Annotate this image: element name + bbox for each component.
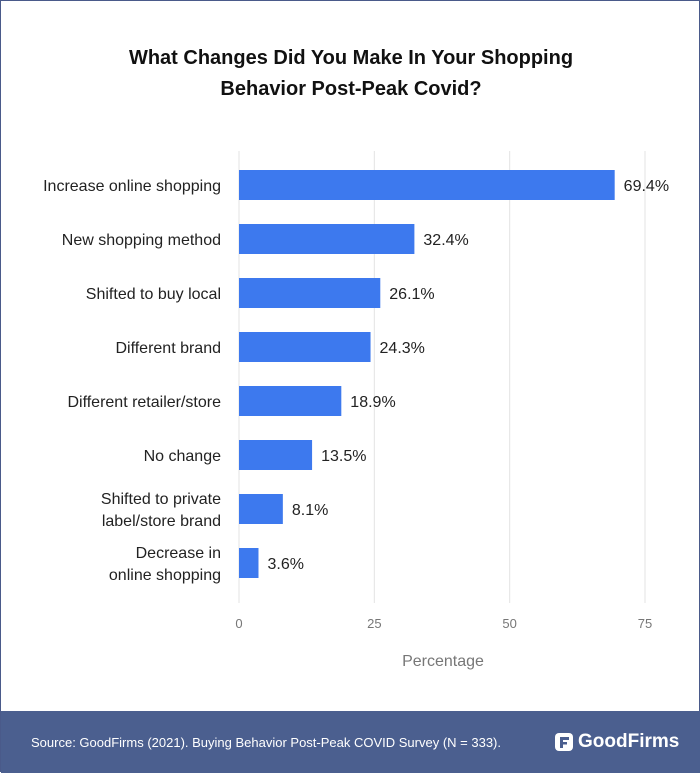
bar-4 [239, 386, 342, 416]
chart-title: What Changes Did You Make In Your Shoppi… [1, 43, 700, 105]
bar-0 [239, 170, 615, 200]
bar-chart: 0 25 50 75 Increase online shopping 69.4% New … [43, 151, 669, 670]
x-axis-title: Percentage [402, 653, 484, 670]
category-label: Different retailer/store [67, 394, 221, 411]
source-note: Source: GoodFirms (2021). Buying Behavio… [31, 735, 501, 750]
category-label: Shifted to private label/store brand [101, 491, 221, 530]
category-label: No change [144, 448, 221, 465]
bar-6 [239, 494, 283, 524]
category-label: Decrease in online shopping [109, 545, 221, 584]
bar-3 [239, 332, 371, 362]
category-label: Different brand [115, 340, 221, 357]
bar-7 [239, 548, 259, 578]
chart-title-line-2: Behavior Post-Peak Covid? [220, 78, 482, 100]
footer: Source: GoodFirms (2021). Buying Behavio… [1, 711, 700, 773]
value-label: 24.3% [380, 340, 425, 357]
bar-2 [239, 278, 381, 308]
x-tick-label: 50 [502, 616, 516, 631]
category-label: Shifted to buy local [86, 286, 221, 303]
value-label: 3.6% [267, 556, 303, 573]
value-label: 32.4% [423, 232, 468, 249]
category-label: Increase online shopping [43, 178, 221, 195]
value-label: 8.1% [292, 502, 328, 519]
bar-5 [239, 440, 313, 470]
goodfirms-logo-icon [555, 733, 573, 751]
brand-name: GoodFirms [578, 731, 680, 752]
brand-logo: GoodFirms [554, 729, 679, 755]
value-label: 18.9% [350, 394, 395, 411]
bar-1 [239, 224, 415, 254]
chart-title-line-1: What Changes Did You Make In Your Shoppi… [128, 47, 574, 69]
x-tick-label: 0 [235, 616, 242, 631]
value-label: 69.4% [624, 178, 669, 195]
category-label: New shopping method [62, 232, 221, 249]
value-label: 26.1% [389, 286, 434, 303]
x-tick-label: 25 [367, 616, 381, 631]
value-label: 13.5% [321, 448, 366, 465]
x-tick-label: 75 [638, 616, 652, 631]
